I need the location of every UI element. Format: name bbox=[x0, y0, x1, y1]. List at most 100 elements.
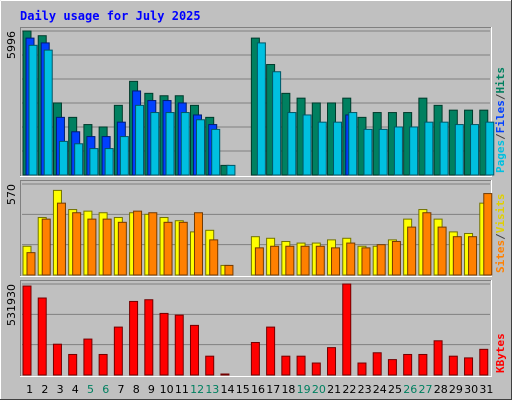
x-tick-label: 7 bbox=[117, 383, 124, 396]
x-tick-label: 29 bbox=[449, 383, 463, 396]
sites-visits-sites-bar bbox=[300, 245, 310, 276]
kbytes-kbytes-bar bbox=[52, 343, 62, 376]
x-tick-label: 3 bbox=[57, 383, 64, 396]
sites-visits-sites-bar bbox=[346, 242, 356, 276]
x-tick-label: 22 bbox=[342, 383, 356, 396]
pages-files-hits-pages-bar bbox=[135, 104, 145, 176]
kbytes-kbytes-bar bbox=[159, 312, 169, 376]
sites-visits-sites-bar bbox=[270, 245, 280, 276]
x-tick-label: 11 bbox=[175, 383, 189, 396]
pages-files-hits-side-label-part: / bbox=[494, 133, 507, 140]
x-tick-label: 4 bbox=[72, 383, 79, 396]
pages-files-hits-pages-bar bbox=[363, 128, 373, 176]
pages-files-hits-pages-bar bbox=[272, 71, 282, 176]
pages-files-hits-pages-bar bbox=[195, 119, 205, 176]
kbytes-kbytes-bar bbox=[37, 297, 47, 376]
x-tick-label: 10 bbox=[160, 383, 174, 396]
kbytes-kbytes-bar bbox=[129, 300, 139, 376]
x-tick-label: 1 bbox=[26, 383, 33, 396]
sites-visits-sites-bar bbox=[468, 236, 478, 276]
sites-visits-sites-bar bbox=[87, 218, 97, 276]
x-tick-label: 6 bbox=[102, 383, 109, 396]
chart-title: Daily usage for July 2025 bbox=[20, 9, 201, 23]
x-tick-label: 14 bbox=[221, 383, 235, 396]
pages-files-hits-pages-bar bbox=[470, 124, 480, 176]
pages-files-hits-pages-bar bbox=[58, 140, 68, 176]
kbytes-kbytes-bar bbox=[113, 326, 123, 376]
sites-visits-sites-bar bbox=[26, 252, 36, 276]
pages-files-hits-pages-bar bbox=[393, 126, 403, 176]
sites-visits-side-label-part: / bbox=[494, 233, 507, 240]
pages-files-hits-pages-bar bbox=[348, 112, 358, 176]
pages-files-hits-side-label: Pages/Files/Hits bbox=[494, 67, 507, 173]
pages-files-hits-pages-bar bbox=[256, 42, 266, 176]
pages-files-hits-pages-bar bbox=[485, 121, 495, 176]
x-tick-label: 16 bbox=[251, 383, 265, 396]
x-tick-label: 24 bbox=[373, 383, 387, 396]
pages-files-hits-pages-bar bbox=[28, 44, 38, 176]
x-tick-label: 23 bbox=[358, 383, 372, 396]
kbytes-kbytes-bar bbox=[98, 353, 108, 376]
kbytes-kbytes-bar bbox=[220, 373, 230, 376]
pages-files-hits-pages-bar bbox=[378, 128, 388, 176]
pages-files-hits-pages-bar bbox=[454, 124, 464, 176]
pages-files-hits-pages-bar bbox=[226, 164, 236, 176]
sites-visits-side-label-part: Sites bbox=[494, 240, 507, 273]
pages-files-hits-pages-bar bbox=[43, 49, 53, 176]
sites-visits-sites-bar bbox=[56, 202, 66, 276]
x-tick-label: 5 bbox=[87, 383, 94, 396]
x-tick-label: 13 bbox=[205, 383, 219, 396]
x-tick-label: 21 bbox=[327, 383, 341, 396]
kbytes-kbytes-bar bbox=[174, 314, 184, 376]
pages-files-hits-side-label-part: Files bbox=[494, 100, 507, 133]
kbytes-side-label: KBytes bbox=[494, 333, 507, 373]
x-tick-label: 17 bbox=[266, 383, 280, 396]
kbytes-kbytes-bar bbox=[357, 362, 367, 376]
kbytes-kbytes-bar bbox=[83, 338, 93, 376]
kbytes-kbytes-bar bbox=[296, 355, 306, 376]
kbytes-kbytes-bar bbox=[403, 353, 413, 376]
pages-files-hits-pages-bar bbox=[317, 121, 327, 176]
kbytes-kbytes-bar bbox=[22, 285, 32, 376]
pages-files-hits-pages-bar bbox=[180, 112, 190, 176]
sites-visits-sites-bar bbox=[331, 247, 341, 276]
sites-visits-sites-bar bbox=[72, 212, 82, 276]
pages-files-hits-pages-bar bbox=[287, 112, 297, 176]
x-tick-label: 12 bbox=[190, 383, 204, 396]
kbytes-kbytes-bar bbox=[327, 347, 337, 376]
sites-visits-side-label-part: Visits bbox=[494, 194, 507, 234]
pages-files-hits-pages-bar bbox=[165, 112, 175, 176]
kbytes-kbytes-bar bbox=[433, 340, 443, 376]
pages-files-hits-pages-bar bbox=[439, 121, 449, 176]
kbytes-kbytes-bar bbox=[464, 357, 474, 376]
sites-visits-max-label: 570 bbox=[5, 184, 18, 205]
sites-visits-sites-bar bbox=[224, 264, 234, 276]
sites-visits-sites-bar bbox=[391, 240, 401, 276]
sites-visits-sites-bar bbox=[148, 212, 158, 276]
kbytes-max-label: 531930 bbox=[5, 284, 18, 326]
sites-visits-sites-bar bbox=[437, 226, 447, 276]
x-tick-label: 15 bbox=[236, 383, 250, 396]
sites-visits-sites-bar bbox=[178, 221, 188, 276]
pages-files-hits-pages-bar bbox=[424, 121, 434, 176]
sites-visits-sites-bar bbox=[483, 193, 493, 276]
sites-visits-side-label: Sites/Visits bbox=[494, 194, 507, 274]
x-tick-label: 19 bbox=[297, 383, 311, 396]
kbytes-kbytes-bar bbox=[205, 355, 215, 376]
sites-visits-sites-bar bbox=[117, 221, 127, 276]
x-tick-label: 9 bbox=[148, 383, 155, 396]
pages-files-hits-pages-bar bbox=[333, 121, 343, 176]
x-tick-label: 8 bbox=[133, 383, 140, 396]
x-tick-label: 25 bbox=[388, 383, 402, 396]
pages-files-hits-side-label-part: Hits bbox=[494, 67, 507, 94]
kbytes-kbytes-bar bbox=[250, 341, 260, 376]
sites-visits-sites-bar bbox=[193, 212, 203, 276]
sites-visits-sites-bar bbox=[285, 245, 295, 276]
pages-files-hits-pages-bar bbox=[89, 148, 99, 176]
x-tick-label: 26 bbox=[403, 383, 417, 396]
kbytes-kbytes-bar bbox=[418, 353, 428, 376]
sites-visits-sites-bar bbox=[315, 245, 325, 276]
kbytes-kbytes-bar bbox=[266, 326, 276, 376]
sites-visits-sites-bar bbox=[209, 239, 219, 276]
x-tick-label: 18 bbox=[281, 383, 295, 396]
